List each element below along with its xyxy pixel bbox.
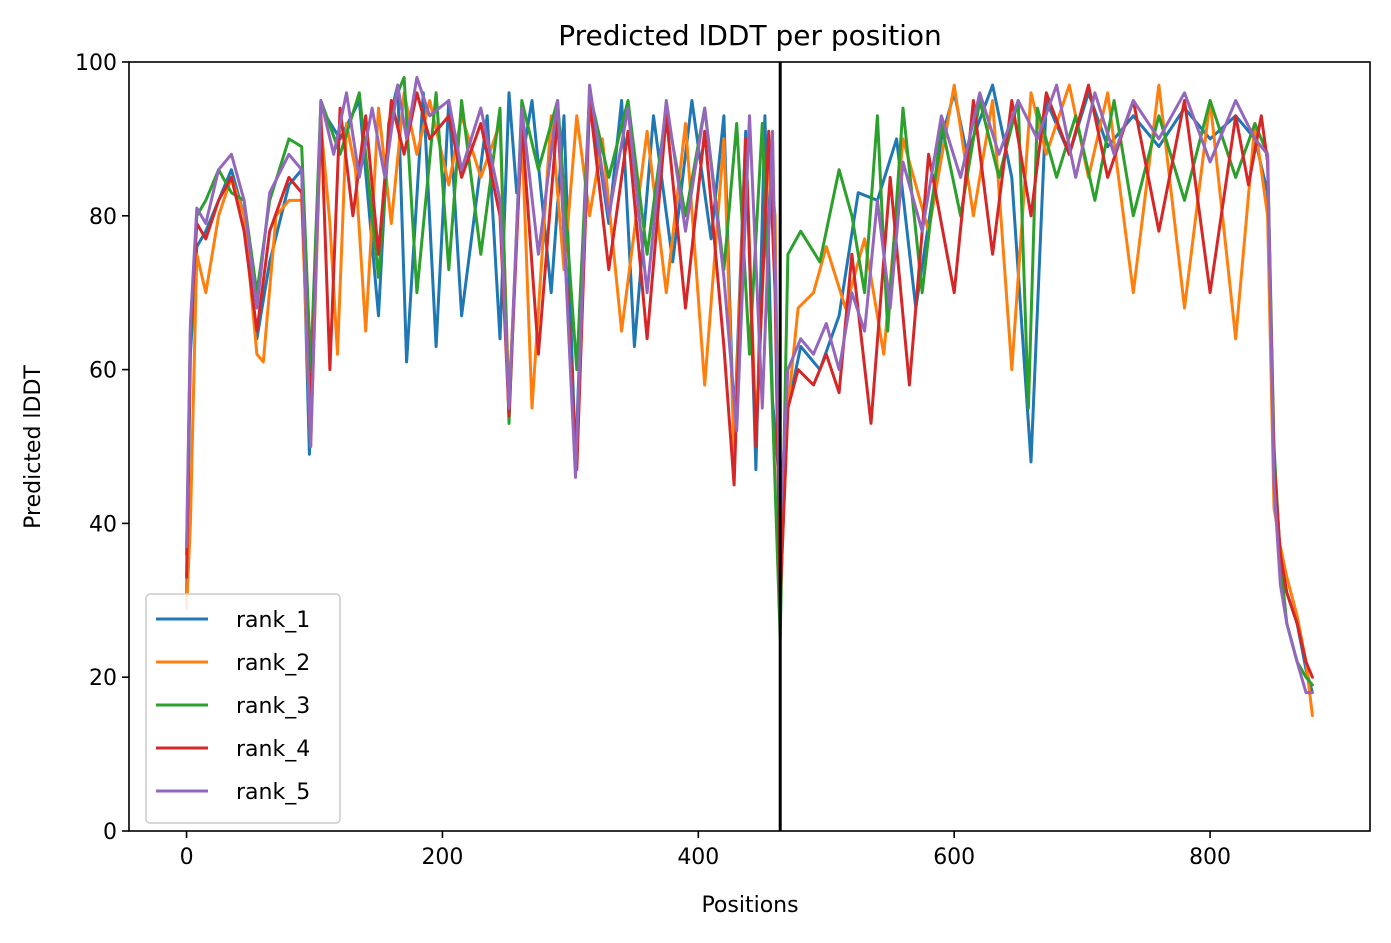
series-line-rank_1	[185, 83, 1314, 695]
plot-frame	[128, 61, 1371, 832]
y-tick-label: 100	[75, 51, 117, 76]
legend-label-rank_4: rank_4	[236, 737, 310, 762]
axes: 0 200 400 600 800 0 20 40 60 80 100	[75, 51, 1371, 870]
x-tick-label: 0	[180, 845, 194, 870]
chart-title: Predicted lDDT per position	[558, 19, 942, 52]
x-tick-label: 200	[421, 845, 463, 870]
series-line-rank_5	[185, 75, 1314, 695]
y-tick-label: 80	[89, 205, 117, 230]
legend: rank_1 rank_2 rank_3 rank_4 rank_5	[145, 593, 341, 824]
legend-label-rank_5: rank_5	[236, 780, 310, 805]
x-axis-label: Positions	[701, 893, 798, 918]
legend-label-rank_3: rank_3	[236, 694, 310, 719]
x-tick-label: 400	[677, 845, 719, 870]
x-tick-label: 800	[1189, 845, 1231, 870]
series-line-rank_4	[185, 83, 1314, 679]
y-tick-label: 40	[89, 512, 117, 537]
legend-box	[145, 593, 341, 824]
x-tick-label: 600	[933, 845, 975, 870]
legend-label-rank_2: rank_2	[236, 651, 310, 676]
y-tick-label: 0	[103, 820, 117, 845]
plot-area	[185, 62, 1314, 831]
y-tick-label: 20	[89, 666, 117, 691]
legend-label-rank_1: rank_1	[236, 608, 310, 633]
y-axis-label: Predicted lDDT	[21, 365, 46, 529]
y-tick-label: 60	[89, 359, 117, 384]
